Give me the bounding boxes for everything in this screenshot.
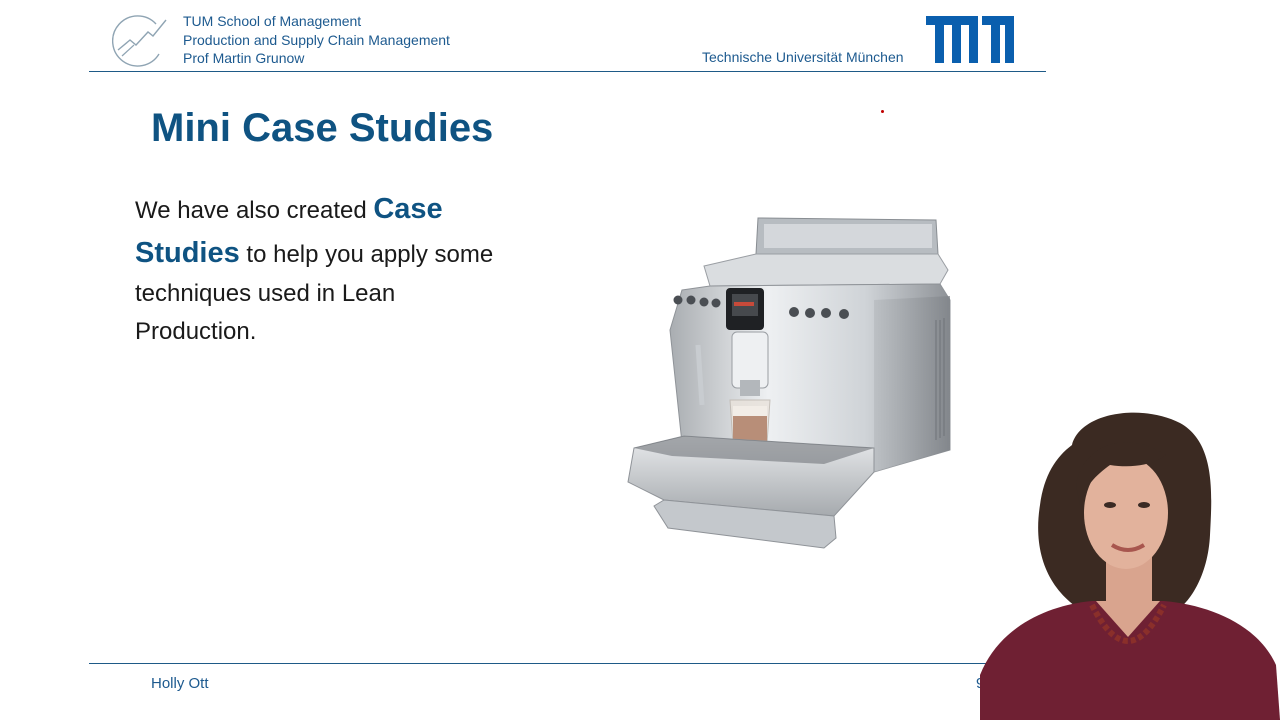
body-line-3: techniques used in Lean — [135, 280, 396, 307]
body-rest-1: to help you apply some — [239, 241, 494, 268]
slide-title: Mini Case Studies — [151, 106, 494, 150]
slide-body: We have also created Case Studies to hel… — [135, 188, 565, 353]
university-name: Technische Universität München — [702, 49, 904, 65]
body-line-4: Production. — [135, 318, 257, 345]
body-intro: We have also created — [135, 197, 374, 224]
highlight-case: Case — [373, 193, 443, 225]
chair-name: Production and Supply Chain Management — [183, 31, 450, 48]
professor-name: Prof Martin Grunow — [183, 50, 305, 66]
highlight-studies: Studies — [135, 237, 240, 269]
school-name: TUM School of Management — [183, 13, 362, 29]
footer-divider — [89, 663, 1046, 664]
body-line-2: Studies to help you apply some — [135, 232, 565, 276]
presenter-name: Holly Ott — [151, 675, 209, 692]
body-line-1: We have also created Case — [135, 188, 565, 232]
speaker-video — [980, 412, 1280, 720]
header-divider — [89, 71, 1046, 72]
school-info: TUM School of Management Production and … — [183, 12, 450, 68]
laser-pointer-dot — [881, 110, 884, 113]
school-logo-icon — [112, 15, 167, 67]
tum-logo-icon — [926, 16, 1014, 63]
coffee-machine-image — [627, 217, 951, 549]
